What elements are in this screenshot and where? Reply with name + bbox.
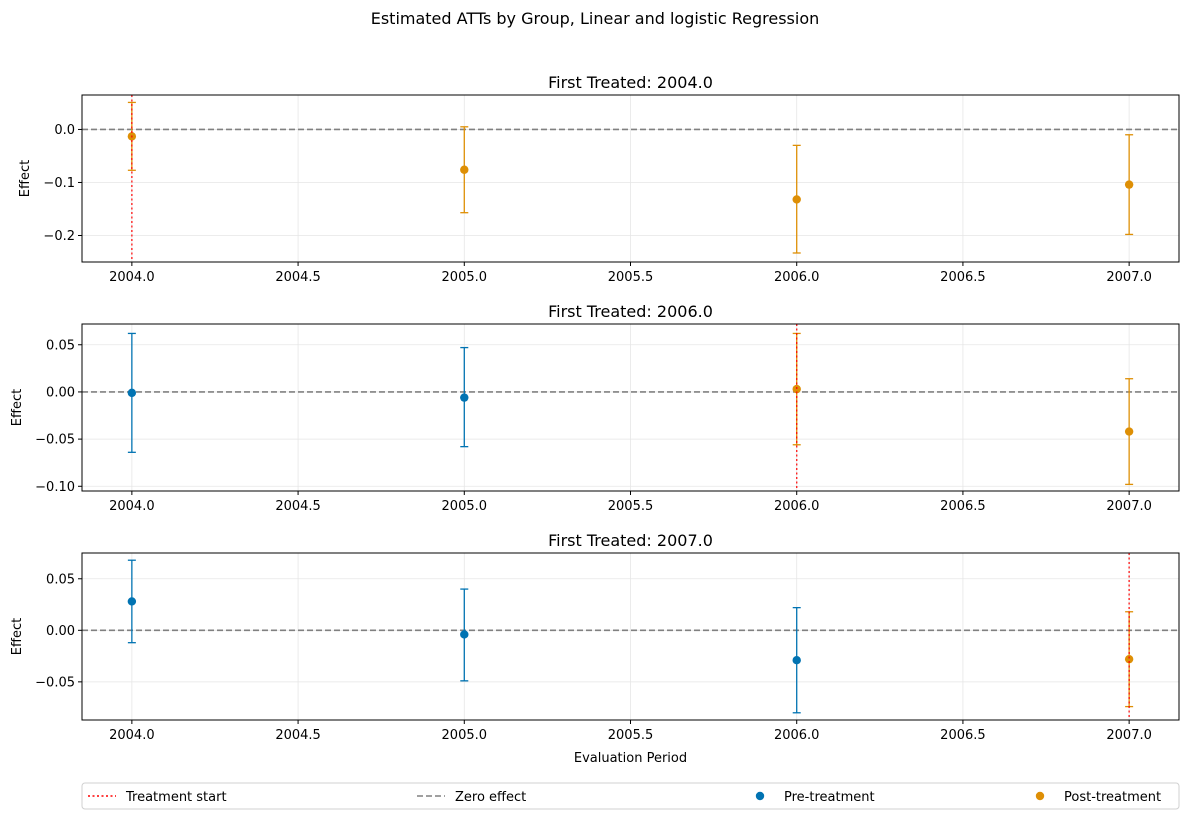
- y-tick-label: −0.2: [43, 229, 75, 244]
- y-tick-label: 0.05: [46, 572, 75, 587]
- x-tick-label: 2005.0: [442, 728, 488, 743]
- x-tick-label: 2005.0: [442, 270, 488, 285]
- x-tick-label: 2005.5: [608, 728, 654, 743]
- y-axis-label: Effect: [18, 160, 33, 197]
- legend-label: Pre-treatment: [784, 790, 875, 805]
- legend-item: Treatment start: [88, 790, 227, 805]
- x-tick-label: 2005.5: [608, 499, 654, 514]
- x-tick-label: 2004.5: [275, 728, 321, 743]
- x-tick-label: 2006.0: [774, 728, 820, 743]
- x-tick-label: 2007.0: [1106, 728, 1152, 743]
- legend-swatch-pre: [755, 791, 765, 801]
- x-tick-label: 2007.0: [1106, 499, 1152, 514]
- legend: Treatment start Zero effect Pre-treatment P…: [81, 782, 1180, 810]
- x-axis-label: Evaluation Period: [574, 751, 687, 766]
- legend-label: Treatment start: [125, 790, 227, 805]
- x-tick-label: 2007.0: [1106, 270, 1152, 285]
- y-tick-label: 0.0: [54, 123, 75, 138]
- y-tick-label: 0.00: [46, 385, 75, 400]
- y-tick-label: −0.05: [35, 433, 75, 448]
- x-tick-label: 2004.0: [109, 499, 155, 514]
- plot-area: [82, 95, 1179, 262]
- data-point-post: [792, 384, 801, 394]
- data-point-pre: [127, 597, 137, 606]
- x-tick-label: 2006.5: [940, 499, 986, 514]
- y-tick-label: −0.05: [35, 675, 75, 690]
- y-tick-label: 0.00: [46, 624, 75, 639]
- x-tick-label: 2006.0: [774, 499, 820, 514]
- legend-item: Post-treatment: [1035, 790, 1161, 805]
- subplot-panels: 2004.0 2004.5 2005.0 2005.5 2006.0 2006.5 2007…: [10, 73, 1180, 766]
- x-tick-label: 2004.0: [109, 728, 155, 743]
- y-tick-label: −0.1: [43, 176, 75, 191]
- legend-frame: [81, 782, 1180, 810]
- x-tick-label: 2006.5: [940, 728, 986, 743]
- subplot-title: First Treated: 2006.0: [548, 302, 713, 321]
- legend-item: Pre-treatment: [755, 790, 875, 805]
- subplot-1: 2004.0 2004.5 2005.0 2005.5 2006.0 2006.5 2007…: [18, 73, 1180, 285]
- data-point-post: [1124, 427, 1134, 436]
- y-tick-label: 0.05: [46, 338, 75, 353]
- data-point-pre: [127, 388, 137, 398]
- legend-label: Post-treatment: [1064, 790, 1161, 805]
- subplot-title: First Treated: 2007.0: [548, 531, 713, 550]
- x-tick-label: 2004.0: [109, 270, 155, 285]
- subplot-2: 2004.0 2004.5 2005.0 2005.5 2006.0 2006.5 2007…: [10, 302, 1180, 514]
- x-tick-label: 2006.0: [774, 270, 820, 285]
- data-point-post: [1124, 654, 1134, 664]
- subplot-3: 2004.0 2004.5 2005.0 2005.5 2006.0 2006.5 2007…: [10, 531, 1180, 766]
- x-tick-label: 2004.5: [275, 270, 321, 285]
- data-point-pre: [792, 656, 801, 665]
- subplot-title: First Treated: 2004.0: [548, 73, 713, 92]
- legend-label: Zero effect: [455, 790, 526, 805]
- data-point-pre: [460, 393, 469, 402]
- y-tick-label: −0.10: [35, 480, 75, 495]
- legend-item: Zero effect: [417, 790, 526, 805]
- plot-area: [82, 324, 1179, 491]
- data-point-pre: [460, 630, 469, 639]
- data-point-post: [460, 165, 469, 174]
- plot-area: [82, 553, 1179, 720]
- x-tick-label: 2005.0: [442, 499, 488, 514]
- data-point-post: [792, 195, 801, 204]
- data-point-post: [1124, 180, 1134, 189]
- legend-swatch-post: [1035, 791, 1045, 801]
- x-tick-label: 2004.5: [275, 499, 321, 514]
- x-tick-label: 2006.5: [940, 270, 986, 285]
- y-axis-label: Effect: [10, 389, 25, 426]
- x-tick-label: 2005.5: [608, 270, 654, 285]
- y-axis-label: Effect: [10, 618, 25, 655]
- figure-title: Estimated ATTs by Group, Linear and logi…: [371, 9, 820, 28]
